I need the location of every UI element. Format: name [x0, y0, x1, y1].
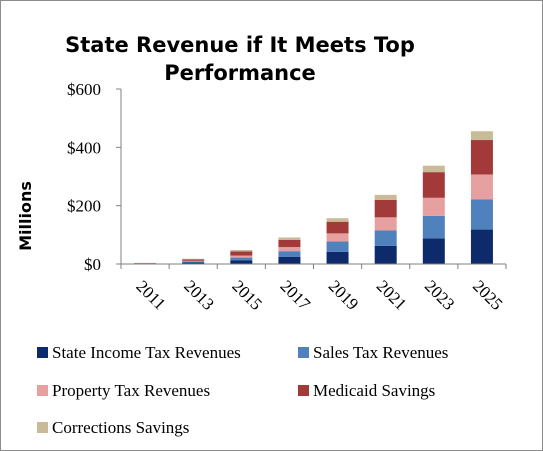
- bar-segment: [278, 251, 301, 257]
- bar-segment: [278, 239, 301, 248]
- bar-segment: [422, 238, 445, 264]
- x-tick-label: 2011: [132, 277, 169, 314]
- legend-label: State Income Tax Revenues: [52, 343, 241, 362]
- x-tick-label: 2023: [421, 276, 458, 313]
- legend-label: Medicaid Savings: [313, 381, 435, 400]
- bar-segment: [326, 221, 349, 234]
- bar-segment: [470, 199, 493, 230]
- bar-segment: [182, 262, 205, 264]
- bar-segment: [422, 197, 445, 216]
- bar-segment: [230, 251, 253, 256]
- legend: State Income Tax Revenues Sales Tax Reven…: [37, 343, 448, 437]
- bar-segment: [182, 258, 205, 260]
- axes: [120, 89, 507, 269]
- bar-segment: [374, 194, 397, 200]
- bar-segment: [374, 230, 397, 246]
- chart-title-line-1: State Revenue if It Meets Top: [65, 33, 415, 57]
- bar-segment: [422, 215, 445, 239]
- x-axis-ticks: 2011 2013 2015 2017 2019 2021 2023 2025: [132, 276, 506, 314]
- bar-segment: [326, 233, 349, 242]
- legend-label: Property Tax Revenues: [52, 381, 210, 400]
- bar-segment: [470, 131, 493, 141]
- bar-segment: [422, 172, 445, 198]
- bar-segment: [182, 260, 205, 262]
- bar-segment: [374, 199, 397, 218]
- legend-swatch: [298, 385, 309, 396]
- legend-swatch: [298, 347, 309, 358]
- bar-segment: [230, 255, 253, 258]
- legend-swatch: [37, 385, 48, 396]
- bar-segment: [374, 245, 397, 264]
- bar-segment: [422, 165, 445, 173]
- bar-segment: [182, 261, 205, 263]
- bar-segment: [470, 140, 493, 175]
- bar-segment: [326, 251, 349, 264]
- y-axis-ticks: $0 $200 $400 $600: [67, 80, 121, 274]
- bar-segment: [470, 229, 493, 264]
- x-tick-label: 2019: [325, 276, 362, 313]
- legend-swatch: [37, 347, 48, 358]
- y-tick-label: $400: [67, 138, 101, 157]
- x-tick-label: 2021: [373, 276, 410, 313]
- y-axis-label: Millions: [16, 181, 35, 251]
- bar-segment: [278, 247, 301, 252]
- y-tick-label: $0: [84, 255, 101, 274]
- bar-segment: [230, 260, 253, 264]
- bars: [134, 131, 493, 264]
- x-tick-label: 2015: [228, 276, 265, 313]
- bar-segment: [230, 250, 253, 252]
- x-tick-label: 2025: [469, 276, 506, 313]
- bar-segment: [278, 256, 301, 264]
- legend-label: Corrections Savings: [52, 418, 189, 437]
- bar-segment: [374, 217, 397, 231]
- x-tick-label: 2013: [180, 276, 217, 313]
- y-tick-label: $600: [67, 80, 101, 99]
- x-tick-label: 2017: [277, 276, 315, 314]
- bar-segment: [182, 259, 205, 261]
- legend-swatch: [37, 422, 48, 433]
- bar-segment: [278, 237, 301, 240]
- bar-segment: [326, 241, 349, 252]
- bar-segment: [230, 257, 253, 261]
- y-tick-label: $200: [67, 197, 101, 216]
- bar-segment: [470, 174, 493, 200]
- legend-label: Sales Tax Revenues: [313, 343, 448, 362]
- bar-segment: [326, 218, 349, 222]
- chart-title-line-2: Performance: [164, 61, 316, 85]
